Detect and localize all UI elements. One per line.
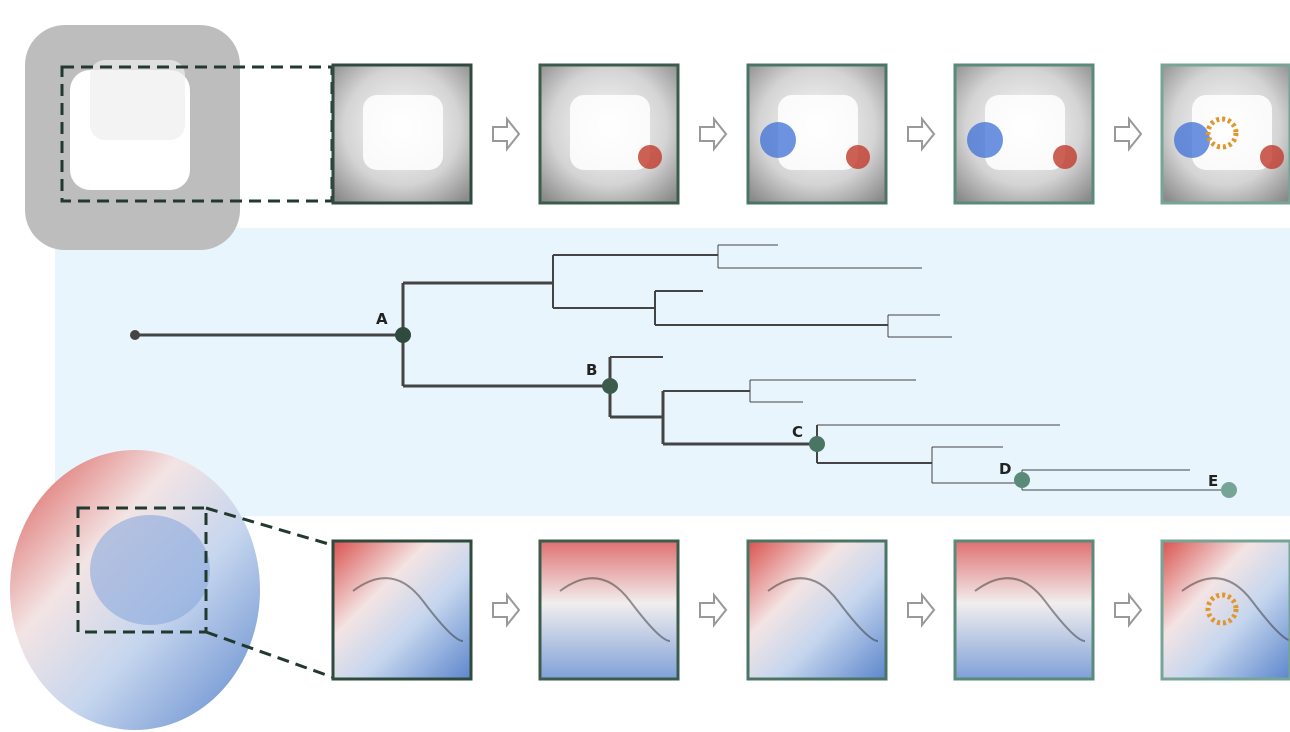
structure-thumbnail	[748, 541, 886, 679]
node-label: B	[586, 361, 597, 379]
arrow	[1115, 119, 1141, 149]
tree-panel	[55, 228, 1290, 516]
structure-thumbnail	[955, 541, 1093, 679]
node-label: D	[999, 460, 1011, 478]
cavity	[363, 95, 443, 170]
acidic-patch	[846, 145, 870, 169]
structure-thumbnail	[333, 541, 471, 679]
structure-thumbnail	[540, 541, 678, 679]
acidic-patch	[1053, 145, 1077, 169]
arrow	[493, 119, 519, 149]
arrow	[908, 119, 934, 149]
acidic-patch	[638, 145, 662, 169]
node-label: C	[792, 423, 803, 441]
arrow	[908, 595, 934, 625]
arrow	[700, 595, 726, 625]
structure-thumbnail	[1162, 541, 1290, 679]
basic-patch	[967, 122, 1003, 158]
node-label: E	[1208, 472, 1218, 490]
cage-molecule	[25, 25, 332, 250]
basic-patch	[1174, 122, 1210, 158]
cavity	[570, 95, 650, 170]
figure: A B C D E	[0, 0, 1290, 732]
arrow	[493, 595, 519, 625]
arrow	[700, 119, 726, 149]
node-label: A	[376, 310, 388, 328]
arrow	[1115, 595, 1141, 625]
acidic-patch	[1260, 145, 1284, 169]
basic-patch	[760, 122, 796, 158]
